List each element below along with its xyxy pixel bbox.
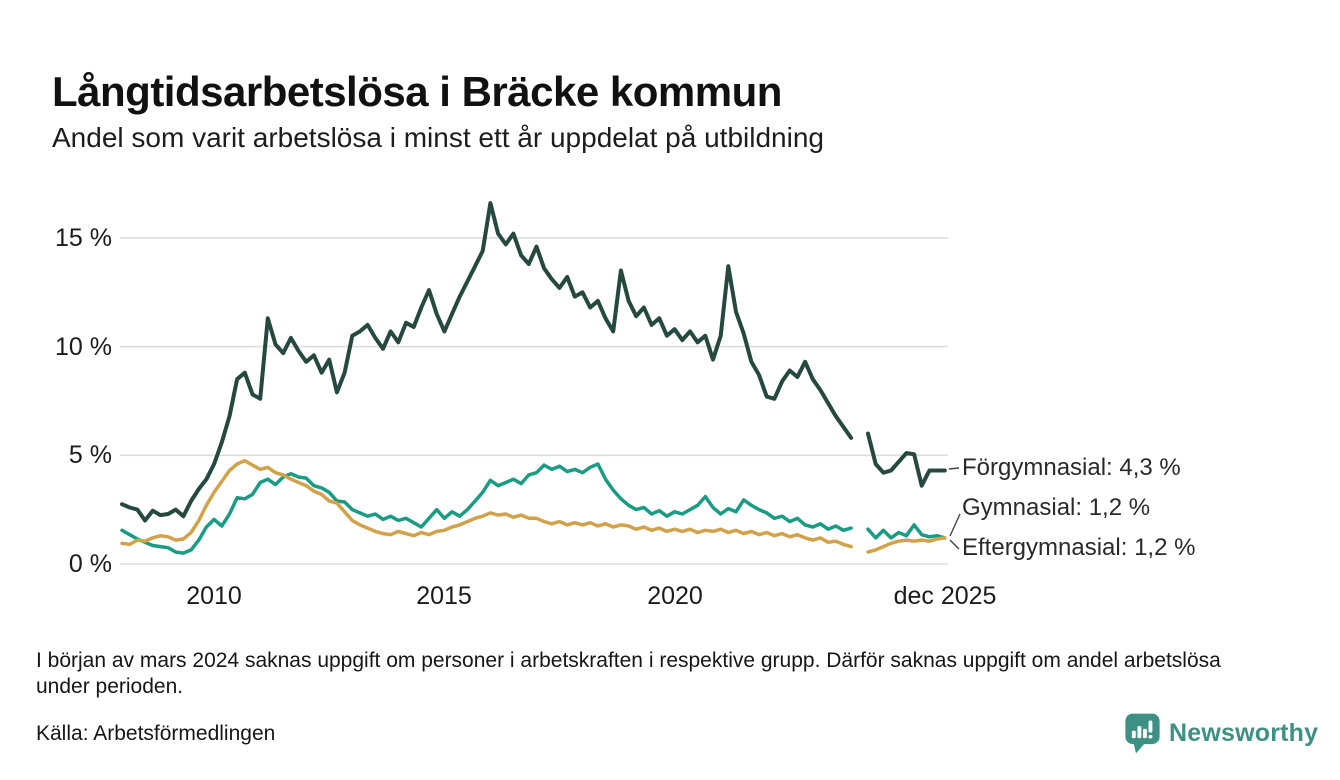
series-end-label-gymnasial: Gymnasial: 1,2 % bbox=[962, 494, 1151, 521]
page-title: Långtidsarbetslösa i Bräcke kommun bbox=[52, 68, 782, 116]
series-end-label-forgymnasial: Förgymnasial: 4,3 % bbox=[962, 454, 1181, 481]
source-credit: Källa: Arbetsförmedlingen bbox=[36, 722, 276, 745]
series-line-gymnasial bbox=[866, 523, 947, 540]
newsworthy-logo: Newsworthy bbox=[1124, 712, 1318, 754]
label-connector bbox=[949, 513, 961, 537]
y-axis-tick-label: 5 % bbox=[68, 441, 112, 469]
y-axis-tick-label: 10 % bbox=[55, 333, 112, 361]
series-line-eftergymnasial bbox=[120, 458, 853, 549]
chart-subtitle: Andel som varit arbetslösa i minst ett å… bbox=[52, 122, 824, 153]
x-axis-tick-label: 2010 bbox=[186, 582, 242, 610]
label-connector bbox=[948, 467, 960, 470]
footnote: I början av mars 2024 saknas uppgift om … bbox=[36, 649, 1221, 698]
series-line-förgymnasial bbox=[866, 431, 947, 488]
y-axis-tick-label: 15 % bbox=[55, 224, 112, 252]
y-axis-tick-label: 0 % bbox=[68, 550, 112, 578]
series-line-eftergymnasial bbox=[866, 536, 947, 554]
series-line-gymnasial bbox=[120, 462, 853, 555]
x-axis-tick-label: 2020 bbox=[647, 582, 703, 610]
series-line-förgymnasial bbox=[120, 201, 854, 523]
x-axis-tick-label: 2015 bbox=[416, 582, 472, 610]
newsworthy-wordmark: Newsworthy bbox=[1169, 718, 1319, 747]
label-connector bbox=[949, 539, 960, 550]
series-end-label-eftergymnasial: Eftergymnasial: 1,2 % bbox=[962, 534, 1196, 561]
x-axis-tick-label: dec 2025 bbox=[893, 582, 997, 610]
newsworthy-bubble-chart-icon bbox=[1125, 713, 1160, 754]
